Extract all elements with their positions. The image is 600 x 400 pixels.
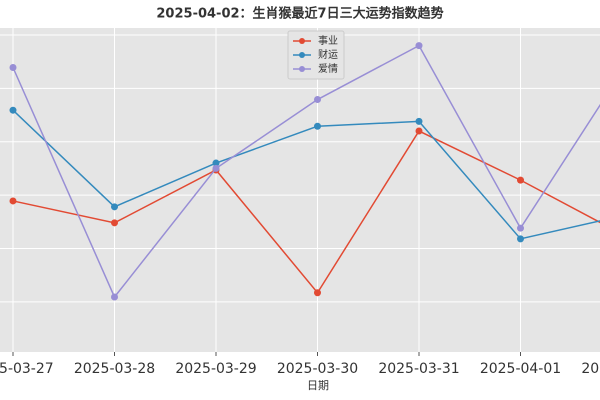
data-point bbox=[111, 203, 118, 211]
data-point bbox=[415, 42, 423, 50]
data-point bbox=[517, 235, 524, 243]
data-point bbox=[111, 219, 118, 227]
data-point bbox=[314, 122, 321, 130]
x-tick-label: 2025-03-27 bbox=[0, 361, 54, 377]
legend-label: 事业 bbox=[318, 34, 338, 47]
data-point bbox=[314, 96, 321, 104]
legend-marker bbox=[299, 66, 305, 72]
x-tick-label: 2025-04-01 bbox=[480, 361, 561, 377]
data-point bbox=[9, 197, 17, 205]
legend-label: 爱情 bbox=[318, 62, 338, 75]
data-point bbox=[111, 293, 118, 301]
x-tick-label: 2025-03-29 bbox=[175, 361, 256, 377]
lines bbox=[9, 42, 600, 301]
data-point bbox=[517, 224, 524, 232]
legend-marker bbox=[299, 52, 305, 58]
data-point bbox=[415, 127, 423, 135]
data-point bbox=[9, 106, 17, 114]
data-point bbox=[517, 176, 524, 184]
legend-marker bbox=[299, 38, 305, 44]
legend-label: 财运 bbox=[318, 48, 338, 61]
data-point bbox=[212, 164, 220, 172]
x-tick-label: 2025-03-30 bbox=[277, 361, 358, 377]
chart-title: 2025-04-02：生肖猴最近7日三大运势指数趋势 bbox=[156, 6, 443, 22]
data-point bbox=[314, 289, 321, 297]
x-tick-label: 2025-03-31 bbox=[378, 361, 459, 377]
grid bbox=[0, 28, 600, 352]
x-axis-label: 日期 bbox=[307, 379, 329, 392]
x-tick-label: 2025-03-28 bbox=[74, 361, 155, 377]
data-point bbox=[212, 159, 220, 167]
data-point bbox=[9, 63, 17, 71]
data-point bbox=[415, 117, 423, 125]
x-tick-label: 2025-04-02 bbox=[581, 361, 600, 377]
